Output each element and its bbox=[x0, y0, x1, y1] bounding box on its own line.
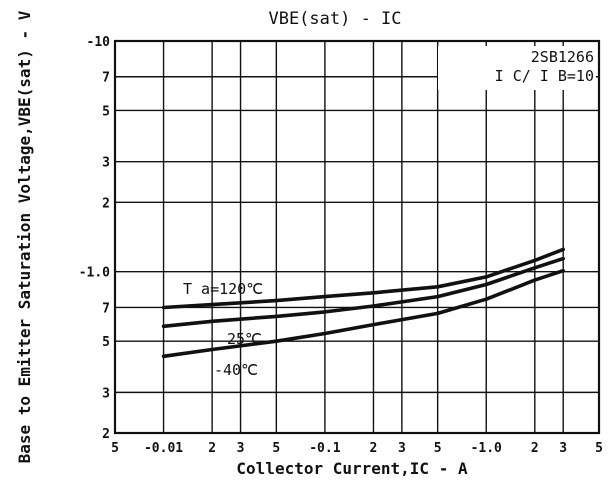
x-tick-label: 3 bbox=[237, 441, 245, 456]
condition-label: I C/ I B=10 bbox=[495, 67, 594, 85]
y-tick-label: 7 bbox=[102, 301, 110, 316]
series-lines bbox=[161, 247, 565, 359]
y-tick-label: -10 bbox=[87, 35, 111, 50]
x-axis-label: Collector Current,IC - A bbox=[236, 459, 468, 478]
x-tick-label: 3 bbox=[559, 441, 567, 456]
x-tick-label: 5 bbox=[434, 441, 442, 456]
y-tick-label: 3 bbox=[102, 156, 110, 171]
series-line-2 bbox=[161, 268, 565, 359]
chart-title: VBE(sat) - IC bbox=[268, 9, 401, 29]
x-tick-label: -1.0 bbox=[471, 441, 502, 456]
x-tick-label: 2 bbox=[208, 441, 216, 456]
x-tick-label: 5 bbox=[111, 441, 119, 456]
y-tick-label: 5 bbox=[102, 104, 110, 119]
x-tick-label: 5 bbox=[595, 441, 603, 456]
series-line-1 bbox=[161, 256, 565, 329]
chart-grid bbox=[114, 40, 600, 434]
y-tick-label: 3 bbox=[102, 386, 110, 401]
y-tick-label: 2 bbox=[102, 427, 110, 442]
y-tick-label: 7 bbox=[102, 71, 110, 86]
x-tick-labels: 5 -0.01 2 3 5 -0.1 2 3 5 -1.0 2 3 5 bbox=[111, 441, 603, 456]
x-tick-label: 5 bbox=[272, 441, 280, 456]
series-label-minus40: -40℃ bbox=[214, 361, 258, 379]
x-tick-label: 2 bbox=[531, 441, 539, 456]
y-tick-label: 5 bbox=[102, 335, 110, 350]
x-tick-label: 3 bbox=[398, 441, 406, 456]
y-tick-labels: -10 7 5 3 2 -1.0 7 5 3 2 bbox=[79, 35, 110, 442]
plot-frame bbox=[113, 39, 601, 435]
series-line-0 bbox=[161, 247, 565, 310]
y-axis-label: Base to Emitter Saturation Voltage,VBE(s… bbox=[15, 10, 34, 463]
x-tick-label: 2 bbox=[370, 441, 378, 456]
series-label-ta120: T a=120℃ bbox=[183, 280, 263, 298]
part-number-label: 2SB1266 bbox=[531, 48, 594, 66]
y-tick-label: -1.0 bbox=[79, 266, 110, 281]
y-tick-label: 2 bbox=[102, 196, 110, 211]
x-tick-label: -0.1 bbox=[309, 441, 340, 456]
legend-box bbox=[438, 46, 596, 90]
x-tick-label: -0.01 bbox=[144, 441, 183, 456]
series-label-25: 25℃ bbox=[227, 330, 262, 348]
